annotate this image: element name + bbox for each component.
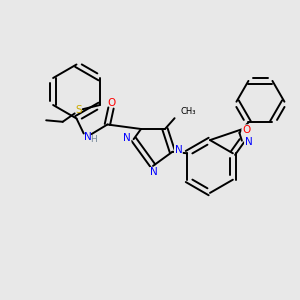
Text: S: S bbox=[75, 105, 82, 116]
Text: O: O bbox=[242, 125, 250, 135]
Text: N: N bbox=[175, 145, 182, 155]
Text: N: N bbox=[84, 131, 92, 142]
Text: CH₃: CH₃ bbox=[181, 107, 196, 116]
Text: N: N bbox=[244, 137, 252, 147]
Text: N: N bbox=[123, 133, 131, 143]
Text: N: N bbox=[150, 167, 158, 178]
Text: H: H bbox=[91, 135, 97, 144]
Text: O: O bbox=[107, 98, 116, 108]
